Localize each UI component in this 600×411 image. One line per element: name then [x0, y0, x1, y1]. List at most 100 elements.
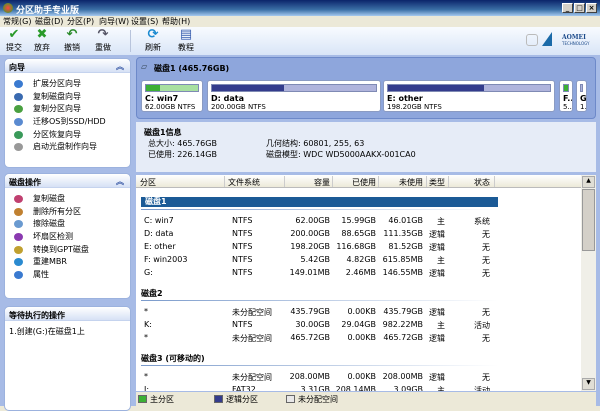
sidebar-item[interactable]: 复制磁盘向导: [5, 91, 130, 104]
cell: *: [144, 372, 148, 381]
menu-item[interactable]: 向导(W): [99, 16, 129, 27]
cell: 435.79GB: [286, 307, 330, 316]
menu-item[interactable]: 设置(S): [131, 16, 158, 27]
cell: 逻辑: [421, 268, 445, 279]
disk-map-title: 磁盘1 (465.76GB): [154, 63, 229, 74]
menu-item[interactable]: 分区(P): [67, 16, 94, 27]
sidebar-item[interactable]: 删除所有分区: [5, 206, 130, 219]
toolbar-button-refresh[interactable]: ⟳刷新: [139, 28, 167, 53]
cell: 4.82GB: [332, 255, 376, 264]
sidebar-item[interactable]: 转换到GPT磁盘: [5, 244, 130, 257]
sidebar-item[interactable]: 坏扇区检测: [5, 231, 130, 244]
cell: 81.52GB: [379, 242, 423, 251]
partition-name: F...: [563, 94, 569, 103]
cell: 29.04GB: [332, 320, 376, 329]
cell: 146.55MB: [379, 268, 423, 277]
group-header[interactable]: 磁盘2: [141, 288, 163, 299]
toolbar-label: 撤销: [58, 42, 86, 53]
sidebar-item[interactable]: 扩展分区向导: [5, 78, 130, 91]
pending-item[interactable]: 1.创建(G:)在磁盘1上: [5, 321, 130, 342]
cell: NTFS: [232, 216, 252, 225]
item-label: 复制磁盘向导: [33, 92, 81, 101]
scroll-down-button[interactable]: ▼: [582, 378, 595, 390]
minimize-button[interactable]: _: [562, 3, 573, 13]
group-underline: [141, 209, 498, 210]
column-header[interactable]: 类型: [421, 177, 445, 188]
item-label: 转换到GPT磁盘: [33, 245, 89, 254]
column-header[interactable]: 分区: [140, 177, 156, 188]
cell: 208.00MB: [379, 372, 423, 381]
item-label: 复制磁盘: [33, 194, 65, 203]
sidebar-item[interactable]: 复制磁盘: [5, 193, 130, 206]
scroll-up-button[interactable]: ▲: [582, 176, 595, 188]
check-icon: ✔: [7, 28, 21, 41]
partition-name: D: data: [211, 94, 377, 103]
cell: 无: [466, 268, 490, 279]
cell: 198.20GB: [286, 242, 330, 251]
close-button[interactable]: ×: [586, 3, 597, 13]
menu-item[interactable]: 帮助(H): [162, 16, 190, 27]
partition-block[interactable]: F...5..: [559, 80, 573, 112]
cell: 982.22MB: [379, 320, 423, 329]
group-header[interactable]: 磁盘3 (可移动的): [141, 353, 205, 364]
sidebar-item[interactable]: 重建MBR: [5, 256, 130, 269]
column-header[interactable]: 未使用: [379, 177, 423, 188]
sidebar-item[interactable]: 迁移OS到SSD/HDD: [5, 116, 130, 129]
maximize-button[interactable]: □: [574, 3, 585, 13]
column-divider: [494, 176, 495, 187]
toolbar-button-undo[interactable]: ↶撤销: [58, 28, 86, 53]
scrollbar[interactable]: ▲ ▼: [581, 175, 596, 391]
cell: C: win7: [144, 216, 174, 225]
group-header[interactable]: 磁盘1: [141, 197, 498, 207]
checkbox-icon[interactable]: [526, 34, 538, 46]
column-header[interactable]: 容量: [286, 177, 330, 188]
item-icon: [14, 93, 23, 101]
sidebar-item[interactable]: 复制分区向导: [5, 103, 130, 116]
toolbar-button-redo[interactable]: ↷重做: [89, 28, 117, 53]
cell: 88.65GB: [332, 229, 376, 238]
toolbar-button-tutorial[interactable]: ▤教程: [172, 28, 200, 53]
column-header[interactable]: 状态: [466, 177, 490, 188]
app-logo-icon: [3, 3, 13, 13]
menu-item[interactable]: 常规(G): [3, 16, 31, 27]
toolbar-button-check[interactable]: ✔提交: [0, 28, 28, 53]
menu-item[interactable]: 磁盘(D): [35, 16, 63, 27]
column-header[interactable]: 文件系统: [228, 177, 260, 188]
collapse-icon[interactable]: ︽: [116, 176, 124, 187]
title-bar: 分区助手专业版 _□×: [0, 0, 600, 16]
cell: 15.99GB: [332, 216, 376, 225]
legend: 主分区逻辑分区未分配空间: [136, 392, 596, 406]
panel-title: 向导: [9, 63, 25, 72]
sidebar-item[interactable]: 属性: [5, 269, 130, 282]
sidebar-item[interactable]: 分区恢复向导: [5, 129, 130, 142]
scroll-thumb[interactable]: [582, 189, 595, 251]
toolbar-button-x[interactable]: ✖放弃: [28, 28, 56, 53]
cell: G:: [144, 268, 153, 277]
sidebar-item[interactable]: 启动光盘制作向导: [5, 141, 130, 154]
usage-fill: [146, 85, 160, 91]
cell: 111.35GB: [379, 229, 423, 238]
collapse-icon[interactable]: ︽: [116, 61, 124, 72]
column-divider: [448, 176, 449, 187]
toolbar-label: 放弃: [28, 42, 56, 53]
refresh-icon: ⟳: [146, 28, 160, 41]
sidebar-item[interactable]: 擦除磁盘: [5, 218, 130, 231]
cell: NTFS: [232, 229, 252, 238]
column-header[interactable]: 已使用: [332, 177, 376, 188]
